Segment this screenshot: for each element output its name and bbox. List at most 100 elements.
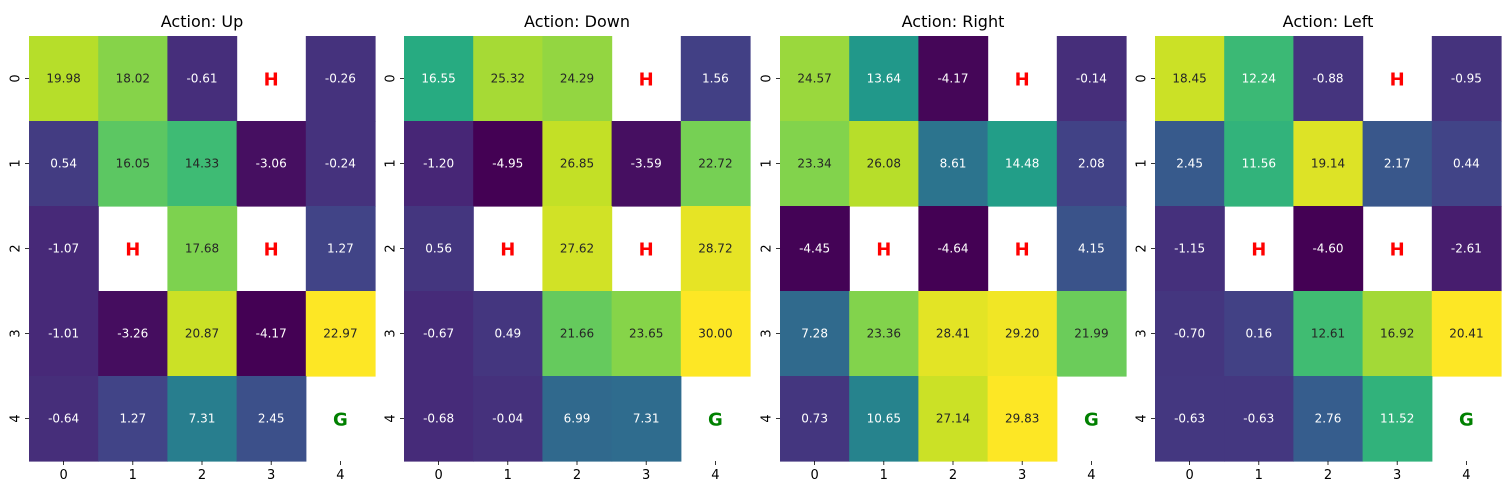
- heatmap-cell: [1293, 376, 1364, 462]
- goal-marker: G: [1459, 410, 1474, 431]
- cell-value-label: -1.15: [1174, 242, 1205, 256]
- cell-value-label: 2.08: [1078, 157, 1105, 171]
- heatmap-cell: [780, 121, 850, 207]
- heatmap-cell: [542, 36, 613, 122]
- cell-value-label: -4.95: [492, 157, 523, 171]
- heatmap-cell: [167, 206, 238, 292]
- heatmap-cell: [1293, 36, 1364, 122]
- heatmap-cell: [236, 376, 307, 462]
- heatmap-cell: [167, 376, 238, 462]
- heatmap-cell: [1056, 121, 1127, 207]
- heatmap-cell: [305, 291, 376, 377]
- cell-value-label: -0.61: [186, 72, 217, 86]
- cell-value-label: 27.14: [936, 412, 970, 426]
- cell-value-label: -0.88: [1312, 72, 1343, 86]
- cell-value-label: 7.31: [189, 412, 216, 426]
- cell-value-label: -2.61: [1451, 242, 1482, 256]
- cell-value-label: 7.28: [801, 327, 828, 341]
- cell-value-label: -4.60: [1312, 242, 1343, 256]
- heatmap-cell: [98, 36, 168, 122]
- x-tick-label: 2: [1324, 468, 1332, 483]
- cell-value-label: 20.87: [185, 327, 219, 341]
- heatmap-cell: [780, 291, 850, 377]
- heatmap-cell: [29, 121, 99, 207]
- cell-value-label: 23.36: [867, 327, 901, 341]
- y-tick-label: 3: [760, 329, 775, 337]
- heatmap-cell: [1224, 36, 1294, 122]
- cell-value-label: 0.56: [425, 242, 452, 256]
- heatmap-cell: [918, 121, 989, 207]
- panel-title: Action: Up: [161, 12, 243, 31]
- heatmap-cell: [542, 376, 613, 462]
- x-tick-label: 2: [573, 468, 581, 483]
- cell-value-label: -0.04: [492, 412, 523, 426]
- x-tick-label: 4: [1462, 468, 1470, 483]
- y-tick-label: 0: [760, 74, 775, 82]
- heatmap-cell: [1224, 376, 1294, 462]
- heatmap-cell: [987, 121, 1058, 207]
- cell-value-label: 26.08: [867, 157, 901, 171]
- heatmap-cell: [167, 121, 238, 207]
- heatmap-cell: [780, 376, 850, 462]
- cell-value-label: 27.62: [560, 242, 594, 256]
- heatmap-cell: [1431, 291, 1502, 377]
- x-tick-label: 3: [642, 468, 650, 483]
- cell-value-label: -0.67: [423, 327, 454, 341]
- heatmap-cell: [680, 206, 751, 292]
- heatmap-cell: [849, 36, 919, 122]
- heatmap-cell: [1155, 121, 1225, 207]
- cell-value-label: -1.20: [423, 157, 454, 171]
- hole-marker: H: [1015, 240, 1030, 261]
- cell-value-label: 19.98: [46, 72, 80, 86]
- x-tick-label: 3: [267, 468, 275, 483]
- heatmap-cell: [473, 36, 543, 122]
- cell-value-label: -0.26: [325, 72, 356, 86]
- cell-value-label: 0.16: [1245, 327, 1272, 341]
- x-tick-label: 1: [504, 468, 512, 483]
- heatmap-cell: [1293, 206, 1364, 292]
- y-tick-label: 3: [384, 329, 399, 337]
- heatmap-cell: [236, 291, 307, 377]
- heatmap-cell: [305, 121, 376, 207]
- cell-value-label: -3.26: [117, 327, 148, 341]
- cell-value-label: -0.63: [1243, 412, 1274, 426]
- cell-value-label: 1.56: [702, 72, 729, 86]
- cell-value-label: 12.24: [1242, 72, 1276, 86]
- heatmap-panel: Action: Down 16.55 25.32 24.29 H 1.56 -1.20 -4.…: [384, 12, 751, 483]
- heatmap-cell: [780, 206, 850, 292]
- cell-value-label: -1.01: [48, 327, 79, 341]
- goal-marker: G: [333, 410, 348, 431]
- hole-marker: H: [639, 70, 654, 91]
- y-tick-label: 4: [760, 414, 775, 422]
- heatmap-cell: [918, 376, 989, 462]
- cell-value-label: -0.70: [1174, 327, 1205, 341]
- heatmap-panel: Action: Left 18.45 12.24 -0.88 H -0.95 2.45 11.…: [1135, 12, 1502, 483]
- heatmap-cell: [1155, 291, 1225, 377]
- cell-value-label: 25.32: [491, 72, 525, 86]
- cell-value-label: -0.14: [1076, 72, 1107, 86]
- heatmap-cell: [1224, 291, 1294, 377]
- x-tick-label: 2: [198, 468, 206, 483]
- goal-marker: G: [1084, 410, 1099, 431]
- heatmap-cell: [611, 376, 682, 462]
- cell-value-label: 4.15: [1078, 242, 1105, 256]
- heatmap-cell: [404, 291, 474, 377]
- cell-value-label: 16.05: [116, 157, 150, 171]
- cell-value-label: 18.45: [1172, 72, 1206, 86]
- cell-value-label: -0.63: [1174, 412, 1205, 426]
- cell-value-label: 1.27: [119, 412, 146, 426]
- hole-marker: H: [876, 240, 891, 261]
- x-tick-label: 2: [949, 468, 957, 483]
- y-tick-label: 0: [1135, 74, 1150, 82]
- cell-value-label: 0.73: [801, 412, 828, 426]
- cell-value-label: 2.45: [1176, 157, 1203, 171]
- heatmap-panel: Action: Right 24.57 13.64 -4.17 H -0.14 23.34 2…: [760, 12, 1127, 483]
- heatmap-cell: [542, 121, 613, 207]
- heatmap-cell: [542, 291, 613, 377]
- heatmap-cell: [849, 291, 919, 377]
- heatmap-cell: [404, 121, 474, 207]
- y-tick-label: 2: [9, 244, 24, 252]
- cell-value-label: 7.31: [633, 412, 660, 426]
- cell-value-label: 23.65: [629, 327, 663, 341]
- heatmap-cell: [1155, 376, 1225, 462]
